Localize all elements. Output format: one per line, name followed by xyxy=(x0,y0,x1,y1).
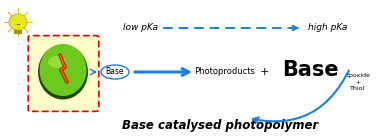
Text: low pKa: low pKa xyxy=(123,23,158,33)
Text: Base: Base xyxy=(282,60,338,80)
FancyArrowPatch shape xyxy=(253,70,349,123)
Bar xyxy=(14,30,22,34)
Text: Base catalysed photopolymer: Base catalysed photopolymer xyxy=(122,120,318,132)
Text: −: − xyxy=(16,21,20,26)
Text: Epoxide
+
Thiol: Epoxide + Thiol xyxy=(345,73,370,91)
FancyBboxPatch shape xyxy=(28,36,99,111)
Ellipse shape xyxy=(39,44,87,96)
Ellipse shape xyxy=(101,65,129,79)
Text: high pKa: high pKa xyxy=(308,23,347,33)
Text: Base: Base xyxy=(106,68,124,76)
Ellipse shape xyxy=(9,14,27,30)
Text: +: + xyxy=(259,67,269,77)
Text: Photoproducts: Photoproducts xyxy=(195,68,256,76)
Ellipse shape xyxy=(48,56,66,68)
Ellipse shape xyxy=(38,44,88,100)
